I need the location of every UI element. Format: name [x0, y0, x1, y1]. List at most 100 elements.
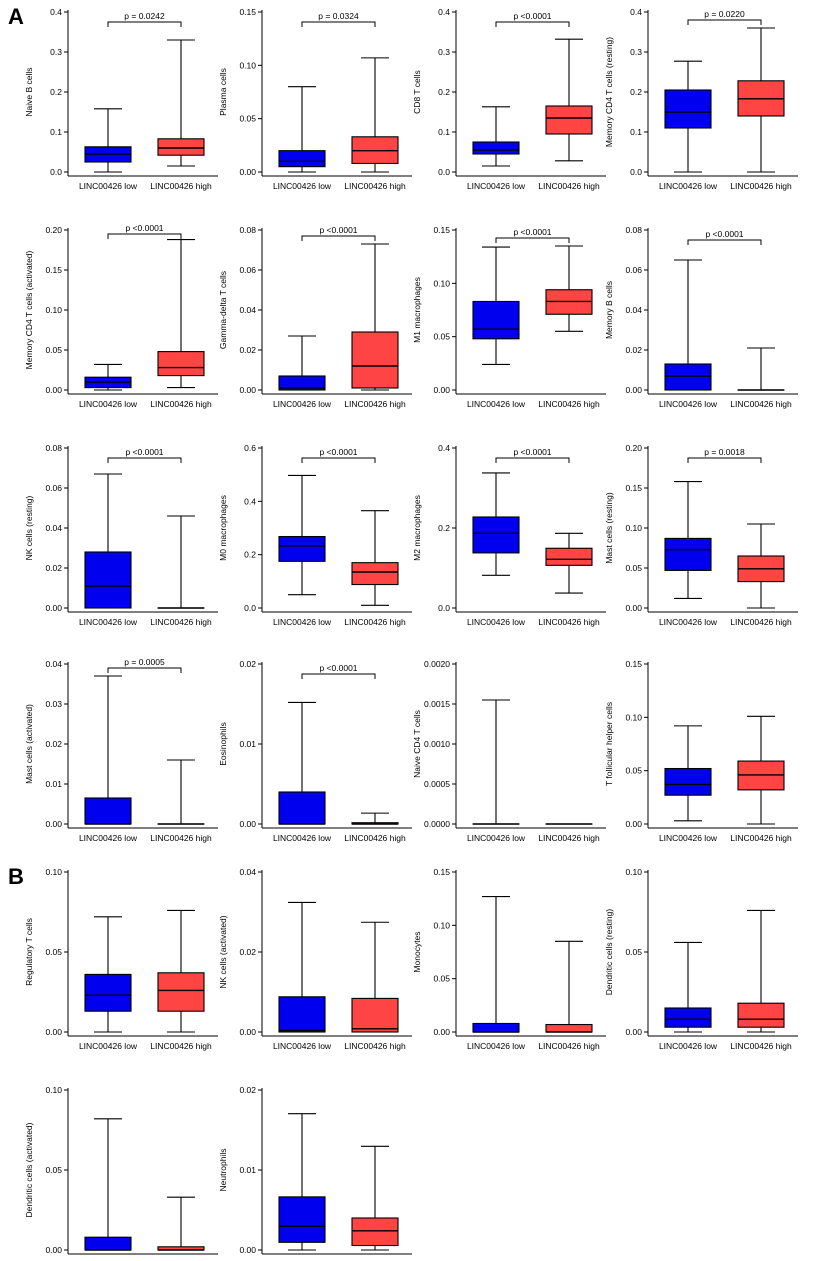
- box-low: [278, 791, 326, 825]
- y-tick-label: 0.00: [433, 385, 450, 395]
- y-axis-label: T follicular helper cells: [604, 702, 614, 786]
- y-tick-label: 0.02: [239, 947, 256, 957]
- y-tick-label: 0.0: [50, 167, 62, 177]
- boxplot-chart: 0.00 0.05 0.10 0.15 Plasma cells LINC00426 lo…: [218, 7, 412, 191]
- y-tick-label: 0.1: [630, 127, 642, 137]
- box-low: [472, 141, 520, 155]
- y-tick-label: 0.05: [625, 563, 642, 573]
- y-tick-label: 0.2: [630, 87, 642, 97]
- y-tick-label: 0.00: [239, 1027, 256, 1037]
- x-category-label: LINC00426 low: [79, 833, 138, 843]
- y-axis-label: Dendritic cells (resting): [604, 909, 614, 996]
- y-tick-label: 0.02: [239, 659, 256, 669]
- boxplot-chart: 0.0000 0.0005 0.0010 0.0015 0.0020 Naive CD4 …: [412, 659, 606, 843]
- boxplot-chart: 0.00 0.05 0.10 0.15 M1 macrophages LINC00426 …: [412, 225, 606, 409]
- x-category-label: LINC00426 high: [344, 1259, 406, 1261]
- x-category-label: LINC00426 low: [273, 181, 332, 191]
- y-tick-label: 0.05: [625, 947, 642, 957]
- boxplot-chart: 0.0 0.1 0.2 0.3 0.4 Memory CD4 T cells (resti…: [604, 7, 798, 191]
- y-tick-label: 0.00: [239, 819, 256, 829]
- y-tick-label: 0.00: [239, 385, 256, 395]
- y-tick-label: 0.05: [433, 332, 450, 342]
- p-value-label: p <0.0001: [319, 447, 357, 457]
- x-category-label: LINC00426 high: [150, 181, 212, 191]
- box-high: [157, 351, 205, 377]
- y-tick-label: 0.01: [239, 739, 256, 749]
- boxplot-chart: 0.00 0.02 0.04 NK cells (activated) LINC0042…: [218, 867, 412, 1051]
- y-axis-label: Mast cells (activated): [24, 704, 34, 784]
- y-tick-label: 0.20: [45, 225, 62, 235]
- y-tick-label: 0.10: [239, 60, 256, 70]
- box-low: [278, 535, 326, 562]
- y-tick-label: 0.02: [625, 345, 642, 355]
- x-category-label: LINC00426 high: [150, 1259, 212, 1261]
- y-tick-label: 0.0: [630, 167, 642, 177]
- y-tick-label: 0.0000: [424, 819, 450, 829]
- y-tick-label: 0.10: [433, 920, 450, 930]
- x-category-label: LINC00426 high: [150, 833, 212, 843]
- y-tick-label: 0.01: [45, 779, 62, 789]
- x-category-label: LINC00426 high: [150, 1041, 212, 1051]
- y-tick-label: 0.4: [50, 7, 62, 17]
- box-low: [278, 996, 326, 1033]
- y-tick-label: 0.1: [438, 127, 450, 137]
- y-tick-label: 0.00: [433, 1027, 450, 1037]
- y-tick-label: 0.00: [625, 1027, 642, 1037]
- boxplot-chart: 0.00 0.05 0.10 0.15 0.20 Memory CD4 T cells (…: [24, 223, 218, 409]
- y-axis-label: Naive B cells: [24, 67, 34, 116]
- y-tick-label: 0.00: [625, 819, 642, 829]
- boxplot-chart: 0.00 0.05 0.10 Dendritic cells (resting) LIN…: [604, 867, 798, 1051]
- y-tick-label: 0.1: [50, 127, 62, 137]
- x-category-label: LINC00426 low: [79, 1041, 138, 1051]
- y-tick-label: 0.0010: [424, 739, 450, 749]
- x-category-label: LINC00426 high: [344, 181, 406, 191]
- y-tick-label: 0.04: [45, 659, 62, 669]
- box-low: [84, 973, 132, 1012]
- boxplot-chart: 0.0 0.2 0.4 0.6 M0 macrophages LINC00426 low L…: [218, 443, 412, 627]
- boxplot-chart: 0.00 0.02 0.04 0.06 0.08 Memory B cells LINC00…: [604, 225, 798, 409]
- box-low: [278, 150, 326, 168]
- y-tick-label: 0.15: [625, 659, 642, 669]
- y-tick-label: 0.15: [433, 225, 450, 235]
- boxplot-chart: 0.00 0.02 0.04 0.06 0.08 Gamma-delta T cells L…: [218, 225, 412, 409]
- y-tick-label: 0.10: [45, 305, 62, 315]
- significance-bracket: [495, 237, 570, 243]
- box-high: [157, 972, 205, 1012]
- x-category-label: LINC00426 low: [273, 1259, 332, 1261]
- p-value-label: p = 0.0242: [124, 11, 165, 21]
- x-category-label: LINC00426 high: [538, 181, 600, 191]
- x-category-label: LINC00426 low: [79, 399, 138, 409]
- y-tick-label: 0.00: [45, 603, 62, 613]
- y-tick-label: 0.00: [625, 385, 642, 395]
- x-category-label: LINC00426 high: [538, 833, 600, 843]
- y-tick-label: 0.3: [438, 47, 450, 57]
- y-tick-label: 0.2: [438, 523, 450, 533]
- y-tick-label: 0.6: [244, 443, 256, 453]
- y-axis-label: NK cells (activated): [218, 915, 228, 988]
- significance-bracket: [687, 239, 762, 245]
- x-category-label: LINC00426 low: [79, 181, 138, 191]
- y-tick-label: 0.15: [239, 7, 256, 17]
- x-category-label: LINC00426 low: [273, 399, 332, 409]
- y-axis-label: M0 macrophages: [218, 495, 228, 561]
- significance-bracket: [301, 235, 376, 241]
- y-tick-label: 0.00: [239, 167, 256, 177]
- box-high: [545, 1023, 593, 1033]
- y-tick-label: 0.05: [433, 974, 450, 984]
- y-tick-label: 0.4: [438, 7, 450, 17]
- box-low: [472, 300, 520, 340]
- x-category-label: LINC00426 high: [150, 399, 212, 409]
- y-tick-label: 0.02: [239, 1085, 256, 1095]
- y-tick-label: 0.10: [625, 523, 642, 533]
- boxplot-chart: 0.0 0.1 0.2 0.3 0.4 Naive B cells LINC00426 lo…: [24, 7, 218, 191]
- x-category-label: LINC00426 high: [538, 617, 600, 627]
- box-high: [351, 997, 399, 1033]
- box-low: [84, 1236, 132, 1251]
- x-category-label: LINC00426 high: [730, 181, 792, 191]
- x-category-label: LINC00426 high: [344, 399, 406, 409]
- box-high: [545, 547, 593, 566]
- panel-label-b: B: [8, 864, 24, 889]
- y-axis-label: CD8 T cells: [412, 70, 422, 114]
- y-tick-label: 0.0: [244, 603, 256, 613]
